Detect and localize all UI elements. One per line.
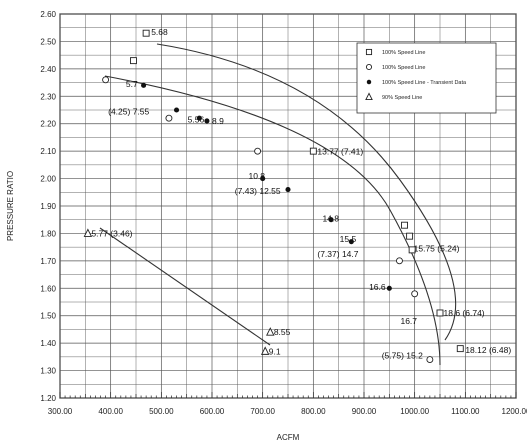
x-tick-label: 1100.00 [451,407,480,416]
legend-label: 90% Speed Line [382,95,422,101]
data-annotation: 5.7 [126,79,138,89]
data-point-square [436,309,444,317]
legend-label: 100% Speed Line - Transient Data [382,80,467,86]
x-tick-label: 300.00 [48,407,73,416]
ticks: 300.00 400.00 500.00 600.00 700.00 800.00 900.… [40,10,527,416]
legend: 100% Speed Line 100% Speed Line 100% Speed… [356,42,497,114]
data-annotation: (5.75) 15.2 [382,350,423,360]
x-tick-label: 500.00 [149,407,174,416]
data-point-square [408,246,416,254]
data-point-filled-circle [328,217,334,223]
speed-curve-100-outer [156,43,457,341]
y-tick-label: 1.80 [40,229,56,238]
data-annotation: 10.8 [248,171,265,181]
x-tick-label: 1000.00 [400,407,429,416]
y-tick-label: 1.60 [40,284,56,293]
data-point-circle [396,257,403,265]
x-tick-label: 800.00 [301,407,326,416]
data-annotation: (7.37) 14.7 [317,249,358,259]
y-tick-label: 2.20 [40,120,56,129]
data-annotation: 13.77 (7.41) [317,147,363,157]
data-point-filled-circle [173,107,180,113]
data-point-triangle [83,228,93,237]
y-tick-label: 2.10 [40,147,56,156]
data-point-triangle [266,327,275,336]
data-point-square [456,345,464,353]
data-annotation: 5.77 (3.46) [91,228,132,238]
data-annotations: 5.68 5.7 (4.25) 7.55 5.56 8.9 13.77 (7.41) 10.… [91,27,511,361]
data-point-square [309,147,317,155]
data-point-filled-circle [285,186,291,193]
data-point-circle [102,76,110,84]
legend-marker-triangle [365,92,373,101]
data-point-circle [254,147,262,155]
legend-label: 100% Speed Line [382,50,425,56]
data-point-filled-circle [196,115,202,121]
data-point-square [142,29,150,37]
y-tick-label: 2.60 [40,10,56,19]
data-annotation: 5.56 [188,115,205,125]
y-axis-title: PRESSURE RATIO [6,171,15,241]
data-annotation: (7.43) 12.55 [235,186,281,196]
speed-curve-90 [99,227,271,346]
data-point-filled-circle [204,118,210,124]
x-tick-label: 900.00 [352,407,377,416]
data-annotation: 18.6 (6.74) [444,308,485,318]
data-point-filled-circle [141,82,147,88]
y-tick-label: 1.90 [40,202,56,211]
data-annotation: 8.9 [212,116,224,126]
y-tick-label: 1.50 [40,312,56,321]
legend-marker-square [365,48,373,56]
data-markers [83,29,464,364]
data-annotation: 15.75 (5.24) [414,244,460,254]
data-annotation: 18.12 (6.48) [465,345,511,355]
speed-curve-100-inner [104,75,441,366]
data-point-square [130,57,137,65]
data-point-circle [165,114,173,122]
data-point-filled-circle [260,176,266,182]
x-axis-title: ACFM [277,433,300,442]
data-point-filled-circle [386,285,392,291]
data-annotation: 9.1 [269,346,281,356]
x-tick-label: 1200.00 [502,407,527,416]
data-point-square [406,232,414,240]
y-tick-label: 1.70 [40,257,56,266]
y-tick-label: 2.00 [40,175,56,184]
data-annotation: 15.5 [340,234,357,244]
data-annotation: 14.8 [322,213,339,223]
y-tick-label: 2.30 [40,92,56,101]
data-point-filled-circle [348,239,354,245]
data-point-circle [411,290,419,298]
speed-curves [99,43,457,366]
data-point-square [401,221,408,229]
y-tick-label: 1.20 [40,394,56,403]
y-tick-label: 1.30 [40,367,56,376]
y-tick-label: 2.40 [40,65,56,74]
data-annotation: 16.7 [400,316,417,326]
y-tick-label: 2.50 [40,37,56,46]
legend-marker-filled-circle [366,79,372,85]
x-tick-label: 700.00 [250,407,275,416]
x-tick-label: 400.00 [98,407,123,416]
data-point-circle [426,356,434,364]
data-point-triangle [260,346,270,355]
grid [59,13,517,399]
data-annotation: 8.55 [274,327,291,337]
legend-label: 100% Speed Line [382,65,425,71]
data-annotation: (4.25) 7.55 [108,106,149,116]
data-annotation: 16.6 [369,282,386,292]
legend-box [356,42,497,114]
legend-marker-circle [365,63,373,71]
data-annotation: 5.68 [151,27,168,37]
y-tick-label: 1.40 [40,339,56,348]
x-tick-label: 600.00 [200,407,225,416]
